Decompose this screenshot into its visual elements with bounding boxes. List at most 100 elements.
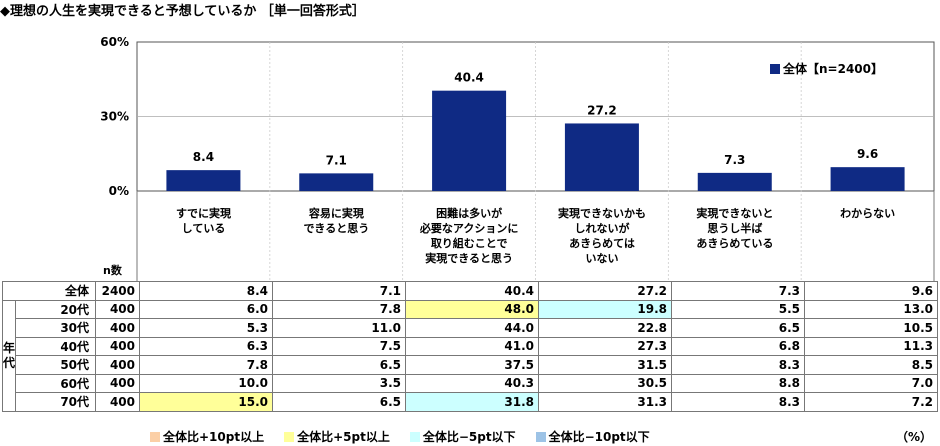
category-label-line: 取り組むことで	[430, 237, 508, 250]
bar-value-label: 40.4	[454, 71, 484, 85]
value-cell: 44.0	[405, 318, 540, 338]
value-cell: 41.0	[405, 336, 540, 356]
n-cell: 400	[95, 355, 141, 375]
value-cell: 8.3	[671, 392, 806, 412]
category-label-line: すでに実現	[175, 207, 232, 220]
value-cell: 10.5	[804, 318, 939, 338]
value-cell: 15.0	[139, 392, 274, 412]
table-row: 50代 400 7.8 6.5 37.5 31.5 8.3 8.5	[3, 355, 939, 375]
table-row: 全体 2400 8.4 7.1 40.4 27.2 7.3 9.6	[1, 281, 939, 301]
category-label-line: しれないが	[574, 222, 630, 235]
unit-label: （%）	[895, 430, 932, 444]
value-cell: 9.6	[804, 281, 939, 301]
value-cell: 31.5	[538, 355, 673, 375]
category-label: 実現できないと 思うし半ば あきらめている	[668, 206, 801, 251]
table-row: 70代 400 15.0 6.5 31.8 31.3 8.3 7.2	[3, 392, 939, 412]
n-header: n数	[103, 264, 122, 277]
y-tick-label: 30%	[100, 110, 129, 124]
legend-series-label: 全体【n=2400】	[783, 62, 883, 76]
value-cell: 5.5	[671, 299, 806, 319]
bar-value-label: 7.1	[326, 153, 347, 167]
bar	[166, 170, 241, 191]
legend-item: 全体比+5pt以上	[284, 428, 390, 445]
value-cell: 11.0	[272, 318, 407, 338]
row-label: 全体	[1, 281, 97, 301]
value-cell: 7.3	[671, 281, 806, 301]
value-cell: 13.0	[804, 299, 939, 319]
value-cell: 37.5	[405, 355, 540, 375]
n-cell: 400	[95, 373, 141, 393]
legend-swatch	[409, 432, 420, 442]
value-cell: 40.3	[405, 373, 540, 393]
legend-label: 全体比+5pt以上	[297, 430, 390, 444]
bar-value-label: 27.2	[587, 103, 617, 117]
chart-title: ◆理想の人生を実現できると予想しているか ［単一回答形式］	[0, 4, 365, 19]
value-cell: 31.3	[538, 392, 673, 412]
row-label: 30代	[15, 318, 97, 338]
value-cell: 7.1	[272, 281, 407, 301]
value-cell: 8.8	[671, 373, 806, 393]
row-label: 60代	[15, 373, 97, 393]
table-row: 年代 20代 400 6.0 7.8 48.0 19.8 5.5 13.0	[1, 299, 939, 412]
group-label: 年代	[1, 299, 17, 412]
table-row: 60代 400 10.0 3.5 40.3 30.5 8.8 7.0	[3, 373, 939, 393]
crosstab-table: 全体 2400 8.4 7.1 40.4 27.2 7.3 9.6 年代 20代 400 6.0 7.8…	[1, 281, 939, 412]
value-cell: 6.5	[272, 392, 407, 412]
highlight-legend: 全体比+10pt以上 全体比+5pt以上 全体比−5pt以下 全体比−10pt以下	[150, 428, 670, 445]
category-label-line: いない	[585, 252, 619, 265]
value-cell: 7.8	[272, 299, 407, 319]
row-label: 40代	[15, 336, 97, 356]
legend-label: 全体比−10pt以下	[548, 430, 650, 444]
value-cell: 6.3	[139, 336, 274, 356]
y-tick-label: 60%	[100, 35, 129, 49]
table-row: 30代 400 5.3 11.0 44.0 22.8 6.5 10.5	[3, 318, 939, 338]
legend-item: 全体比−10pt以下	[535, 428, 650, 445]
category-label-line: 困難は多いが	[436, 207, 503, 220]
value-cell: 6.5	[272, 355, 407, 375]
n-cell: 2400	[95, 281, 141, 301]
chart-legend: 全体【n=2400】	[770, 60, 883, 77]
category-label: 容易に実現できると思う	[270, 206, 403, 236]
legend-item: 全体比+10pt以上	[150, 428, 264, 445]
value-cell: 3.5	[272, 373, 407, 393]
value-cell: 19.8	[538, 299, 673, 319]
value-cell: 6.5	[671, 318, 806, 338]
value-cell: 8.4	[139, 281, 274, 301]
row-label: 70代	[15, 392, 97, 412]
bar	[830, 167, 905, 191]
legend-swatch	[535, 432, 546, 442]
category-label: わからない	[801, 206, 934, 221]
category-label: すでに実現 している	[137, 206, 270, 236]
value-cell: 27.3	[538, 336, 673, 356]
bar	[299, 173, 374, 191]
legend-item: 全体比−5pt以下	[409, 428, 516, 445]
category-label-line: 実現できると思う	[425, 252, 514, 265]
value-cell: 5.3	[139, 318, 274, 338]
value-cell: 10.0	[139, 373, 274, 393]
n-cell: 400	[95, 336, 141, 356]
category-label-line: している	[181, 222, 226, 235]
bar	[564, 123, 639, 191]
row-label: 20代	[15, 299, 97, 319]
y-tick-label: 0%	[109, 184, 129, 198]
category-label: 困難は多いが必要なアクションに 取り組むことで 実現できると思う	[403, 206, 536, 266]
category-label-line: わからない	[840, 207, 896, 220]
n-cell: 400	[95, 299, 141, 319]
n-cell: 400	[95, 392, 141, 412]
row-label: 50代	[15, 355, 97, 375]
category-label-line: できると思う	[303, 222, 370, 235]
category-label-line: 必要なアクションに	[419, 222, 519, 235]
category-label-line: あきらめては	[569, 237, 635, 250]
category-label-line: 容易に実現	[308, 207, 364, 220]
bar-value-label: 7.3	[724, 153, 745, 167]
value-cell: 7.0	[804, 373, 939, 393]
value-cell: 48.0	[405, 299, 540, 319]
category-label-line: 実現できないと	[696, 207, 774, 220]
category-label-line: 実現できないかも	[558, 207, 646, 220]
value-cell: 8.3	[671, 355, 806, 375]
value-cell: 6.0	[139, 299, 274, 319]
value-cell: 31.8	[405, 392, 540, 412]
n-cell: 400	[95, 318, 141, 338]
value-cell: 6.8	[671, 336, 806, 356]
